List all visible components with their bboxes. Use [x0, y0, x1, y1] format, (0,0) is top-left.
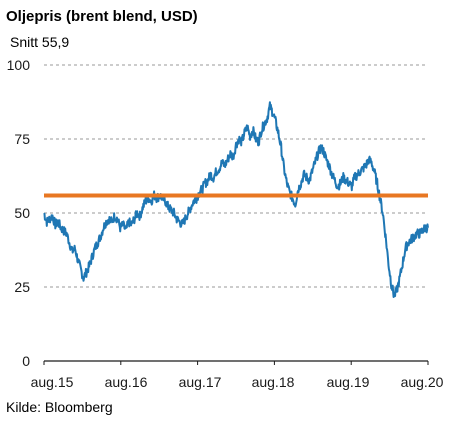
- chart-title: Oljepris (brent blend, USD): [6, 8, 198, 25]
- x-tick-label-aug.18: aug.18: [252, 374, 295, 390]
- source-note: Kilde: Bloomberg: [6, 399, 113, 415]
- y-tick-label-25: 25: [14, 279, 30, 295]
- x-axis-tick-labels: aug.15 aug.16 aug.17 aug.18 aug.19 aug.20: [31, 374, 444, 390]
- y-axis-tick-labels: 0 25 50 75 100: [7, 57, 31, 369]
- x-tick-label-aug.16: aug.16: [105, 374, 148, 390]
- x-tick-label-aug.20: aug.20: [401, 374, 444, 390]
- y-tick-label-50: 50: [14, 205, 30, 221]
- x-tick-label-aug.17: aug.17: [179, 374, 222, 390]
- y-tick-label-0: 0: [22, 353, 30, 369]
- y-tick-label-75: 75: [14, 131, 30, 147]
- gridlines: [44, 64, 428, 288]
- chart-subtitle: Snitt 55,9: [10, 34, 69, 50]
- y-tick-label-100: 100: [7, 57, 31, 73]
- x-axis-ticks: [43, 361, 429, 365]
- x-tick-label-aug.19: aug.19: [327, 374, 370, 390]
- x-tick-label-aug.15: aug.15: [31, 374, 74, 390]
- brent-price-series-line: [43, 101, 429, 298]
